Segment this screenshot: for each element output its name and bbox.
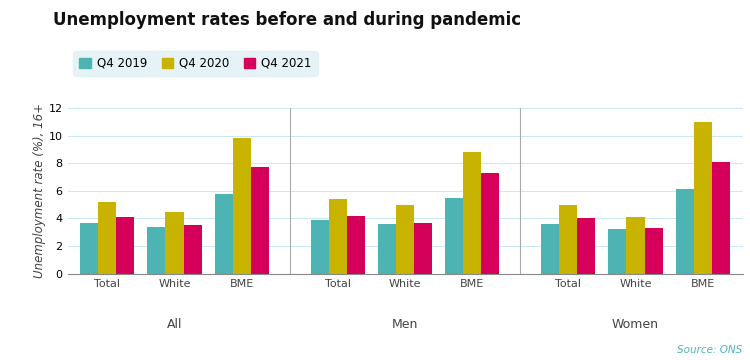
Bar [482,173,500,274]
Bar [712,162,730,274]
Bar [464,152,482,274]
Text: All: All [166,318,182,331]
Text: Unemployment rates before and during pandemic: Unemployment rates before and during pan… [53,11,520,29]
Bar [378,224,396,274]
Bar [148,227,166,274]
Bar [98,202,116,274]
Bar [626,217,644,274]
Legend: Q4 2019, Q4 2020, Q4 2021: Q4 2019, Q4 2020, Q4 2021 [74,51,318,76]
Bar [310,220,328,274]
Bar [214,194,232,274]
Bar [396,204,414,274]
Text: Men: Men [392,318,418,331]
Y-axis label: Unemployment rate (%), 16+: Unemployment rate (%), 16+ [33,103,46,278]
Bar [184,225,202,274]
Bar [446,198,464,274]
Bar [166,212,184,274]
Bar [644,228,662,274]
Bar [542,224,560,274]
Bar [608,229,626,274]
Bar [676,189,694,274]
Bar [251,167,268,274]
Bar [232,138,250,274]
Bar [346,216,364,274]
Bar [80,222,98,274]
Text: Source: ONS: Source: ONS [677,345,742,355]
Bar [414,222,432,274]
Bar [578,219,596,274]
Text: Women: Women [612,318,659,331]
Bar [694,122,712,274]
Bar [328,199,346,274]
Bar [116,217,134,274]
Bar [560,204,578,274]
